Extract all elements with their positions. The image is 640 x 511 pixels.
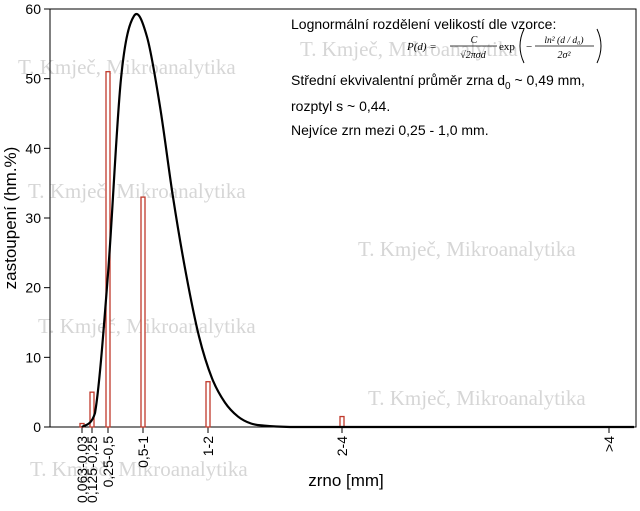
x-tick-label: 0,25-0,5 <box>100 436 116 488</box>
watermark-text: T. Kmječ, Mikroanalytika <box>28 179 246 203</box>
formula-left-paren <box>519 28 525 64</box>
y-axis: 0 10 20 30 40 50 60 <box>25 1 50 435</box>
formula-right-paren <box>596 28 602 64</box>
x-tick-label: 0,5-1 <box>135 436 151 468</box>
watermark-text: T. Kmječ, Mikroanalytika <box>368 386 586 410</box>
formula-exp: exp <box>499 41 515 53</box>
x-axis: 0,063-0,030,125-0,25 0,25-0,5 0,5-1 1-2 2-4 >… <box>74 427 617 503</box>
x-axis-title: zrno [mm] <box>308 471 384 490</box>
x-tick-label: 0,125-0,25 <box>84 436 100 503</box>
x-tick-label: >4 <box>601 436 617 452</box>
x-tick-label: 2-4 <box>334 436 350 456</box>
annotation-line1-end: ~ 0,49 mm, <box>511 72 585 88</box>
bar <box>205 381 211 428</box>
annotation-line2: rozptyl s ~ 0,44. <box>291 98 390 114</box>
formula-exp-denominator: 2σ² <box>558 50 572 61</box>
annotation: Lognormální rozdělení velikostí dle vzor… <box>291 16 602 138</box>
annotation-line1-text: Střední ekvivalentní průměr zrna d <box>291 72 505 88</box>
watermark-layer: T. Kmječ, Mikroanalytika T. Kmječ, Mikroa… <box>18 37 586 481</box>
y-tick-label: 20 <box>25 280 41 296</box>
bars <box>79 71 345 428</box>
bar <box>89 391 95 428</box>
x-tick-label: 0,063-0,03 <box>74 436 90 503</box>
y-tick-label: 0 <box>33 419 41 435</box>
watermark-text: T. Kmječ, Mikroanalytika <box>18 55 236 79</box>
watermark-text: T. Kmječ, Mikroanalytika <box>300 37 518 61</box>
formula-numerator: C <box>471 35 478 46</box>
x-tick-label: 1-2 <box>200 436 216 456</box>
bar <box>339 415 345 428</box>
formula-lhs: P(d) = <box>406 41 437 53</box>
watermark-text: T. Kmječ, Mikroanalytika <box>38 314 256 338</box>
annotation-line3: Nejvíce zrn mezi 0,25 - 1,0 mm. <box>291 122 489 138</box>
annotation-heading: Lognormální rozdělení velikostí dle vzor… <box>291 16 556 32</box>
y-tick-label: 10 <box>25 349 41 365</box>
y-axis-title: zastoupení (hm.%) <box>1 147 20 290</box>
annotation-line1: Střední ekvivalentní průměr zrna d0 ~ 0,… <box>291 72 585 92</box>
annotation-line1-sub: 0 <box>505 81 511 92</box>
formula: P(d) = C √2πσd exp − ln² (d / d₀) 2σ² <box>406 28 602 64</box>
y-tick-label: 60 <box>25 1 41 17</box>
formula-denominator: √2πσd <box>460 50 486 61</box>
watermark-text: T. Kmječ, Mikroanalytika <box>358 237 576 261</box>
formula-minus: − <box>526 41 532 53</box>
formula-exp-numerator: ln² (d / d₀) <box>544 35 583 46</box>
y-tick-label: 50 <box>25 71 41 87</box>
lognormal-curve <box>81 13 634 429</box>
y-tick-label: 30 <box>25 210 41 226</box>
watermark-text: T. Kmječ, Mikroanalytika <box>30 457 248 481</box>
y-tick-label: 40 <box>25 140 41 156</box>
bar <box>140 196 146 428</box>
